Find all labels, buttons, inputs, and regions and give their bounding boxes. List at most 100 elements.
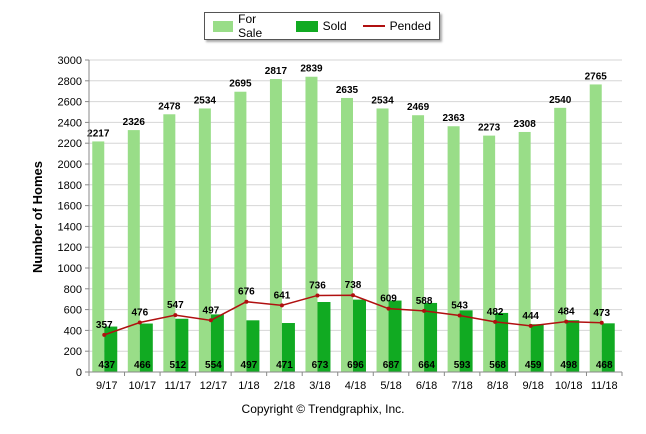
bar-for-sale (447, 126, 460, 372)
data-label-sold: 593 (454, 360, 471, 371)
bar-sold (353, 299, 366, 372)
x-tick-label: 5/18 (380, 380, 401, 392)
grid-lines (89, 59, 622, 373)
bar-for-sale (483, 135, 496, 372)
x-tick-label: 7/18 (451, 380, 472, 392)
x-tick-label: 3/18 (309, 380, 330, 392)
data-label-sold: 459 (525, 360, 542, 371)
legend: For Sale Sold Pended (204, 12, 440, 40)
data-label-sold: 471 (276, 360, 293, 371)
legend-label-sold: Sold (322, 19, 347, 33)
legend-item-for-sale: For Sale (213, 12, 280, 40)
data-label-for-sale: 2363 (442, 113, 465, 124)
y-tick-label: 2000 (58, 159, 82, 171)
y-tick-label: 0 (76, 367, 82, 379)
bar-for-sale (234, 91, 247, 372)
data-label-pended: 547 (167, 300, 184, 311)
bar-sold (317, 302, 331, 372)
y-tick-label: 600 (64, 305, 82, 317)
legend-swatch-pended (362, 25, 385, 27)
bar-for-sale (554, 107, 567, 372)
bar-for-sale (305, 76, 318, 372)
bar-for-sale (518, 131, 531, 372)
x-tick-label: 9/17 (96, 380, 117, 392)
bar-sold (104, 326, 118, 372)
data-label-pended: 736 (309, 280, 326, 291)
pended-point (315, 293, 320, 298)
y-tick-label: 2200 (58, 138, 82, 150)
data-label-sold: 468 (596, 360, 613, 371)
data-label-sold: 554 (205, 360, 222, 371)
bar-sold (495, 312, 509, 372)
y-tick-label: 400 (64, 325, 82, 337)
bar-sold (281, 323, 295, 372)
x-axis-ticks: 9/17 10/17 11/17 12/17 1/18 2/18 3/18 4/18 5/18 6… (88, 372, 623, 392)
bar-sold (139, 323, 153, 372)
bar-sold (388, 300, 402, 372)
data-label-sold: 696 (347, 360, 364, 371)
y-tick-label: 800 (64, 284, 82, 296)
data-label-pended: 357 (96, 320, 113, 331)
x-tick-label: 11/18 (591, 380, 618, 392)
data-label-for-sale: 2326 (123, 117, 146, 128)
data-label-sold: 664 (418, 360, 435, 371)
legend-label-for-sale: For Sale (238, 12, 263, 40)
bar-sold (424, 302, 438, 372)
pended-point (208, 318, 213, 323)
x-tick-label: 4/18 (345, 380, 366, 392)
data-label-sold: 497 (241, 360, 258, 371)
x-tick-label: 10/18 (555, 380, 583, 392)
data-label-sold: 466 (134, 360, 151, 371)
pended-point (351, 293, 355, 298)
data-label-for-sale: 2469 (407, 102, 430, 113)
bar-for-sale (589, 84, 602, 372)
data-label-pended: 473 (593, 308, 610, 319)
y-tick-label: 200 (64, 346, 82, 358)
data-label-sold: 568 (489, 360, 506, 371)
copyright: Copyright © Trendgraphix, Inc. (241, 402, 405, 416)
bar-sold (246, 320, 260, 372)
data-label-pended: 738 (345, 280, 362, 291)
pended-point (564, 319, 569, 324)
x-tick-label: 12/17 (200, 380, 228, 392)
data-label-for-sale: 2217 (87, 128, 110, 139)
y-tick-label: 1800 (58, 180, 82, 192)
legend-label-pended: Pended (389, 19, 431, 33)
bars (92, 76, 615, 373)
legend-item-pended: Pended (362, 19, 431, 33)
data-label-sold: 437 (98, 360, 115, 371)
legend-item-sold: Sold (295, 19, 347, 33)
pended-point (137, 320, 142, 325)
pended-point (244, 299, 249, 304)
bar-sold (459, 310, 473, 372)
data-label-pended: 588 (416, 296, 433, 307)
data-label-for-sale: 2478 (158, 101, 181, 112)
y-tick-label: 1400 (58, 221, 82, 233)
bar-for-sale (198, 108, 211, 373)
data-label-pended: 543 (451, 301, 468, 312)
data-label-pended: 476 (131, 307, 148, 318)
x-tick-label: 10/17 (129, 380, 157, 392)
pended-point (279, 303, 284, 308)
y-tick-label: 2400 (58, 117, 82, 129)
data-label-pended: 676 (238, 287, 255, 298)
data-label-pended: 497 (203, 305, 220, 316)
bar-for-sale (269, 79, 282, 373)
data-label-pended: 609 (380, 294, 397, 305)
pended-point (102, 332, 107, 337)
data-label-sold: 498 (560, 360, 577, 371)
pended-point (386, 306, 391, 311)
bar-sold (566, 320, 580, 372)
data-label-for-sale: 2635 (336, 85, 359, 96)
y-tick-label: 1600 (58, 201, 82, 213)
data-label-for-sale: 2839 (300, 64, 323, 75)
y-axis-label: Number of Homes (30, 161, 45, 273)
bar-for-sale (376, 108, 389, 373)
x-tick-label: 9/18 (522, 380, 543, 392)
y-tick-label: 1000 (58, 263, 82, 275)
pended-point (457, 313, 462, 318)
bar-sold (601, 323, 615, 372)
data-labels: 2217 437 2326 466 2478 512 2534 554 2695 497 2817 4… (87, 64, 613, 371)
bar-sold (210, 314, 224, 372)
